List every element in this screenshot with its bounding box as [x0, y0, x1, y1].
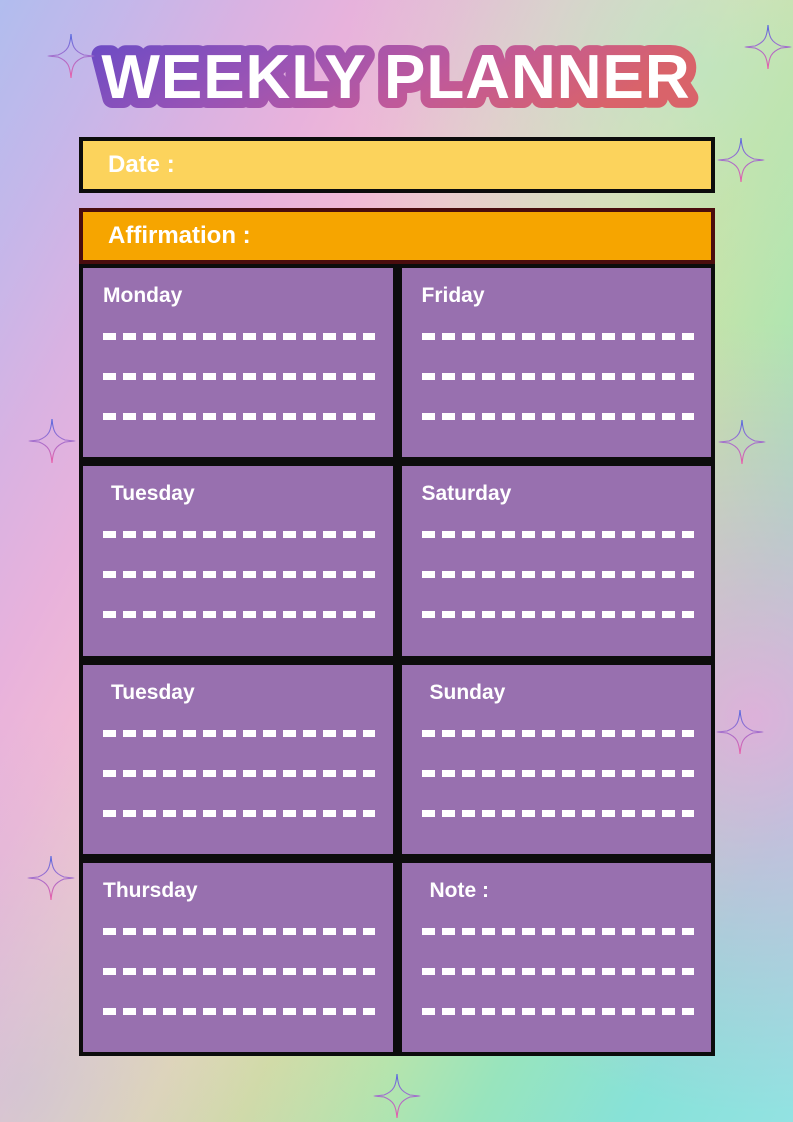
svg-text:WEEKLY PLANNER: WEEKLY PLANNER	[101, 43, 690, 112]
